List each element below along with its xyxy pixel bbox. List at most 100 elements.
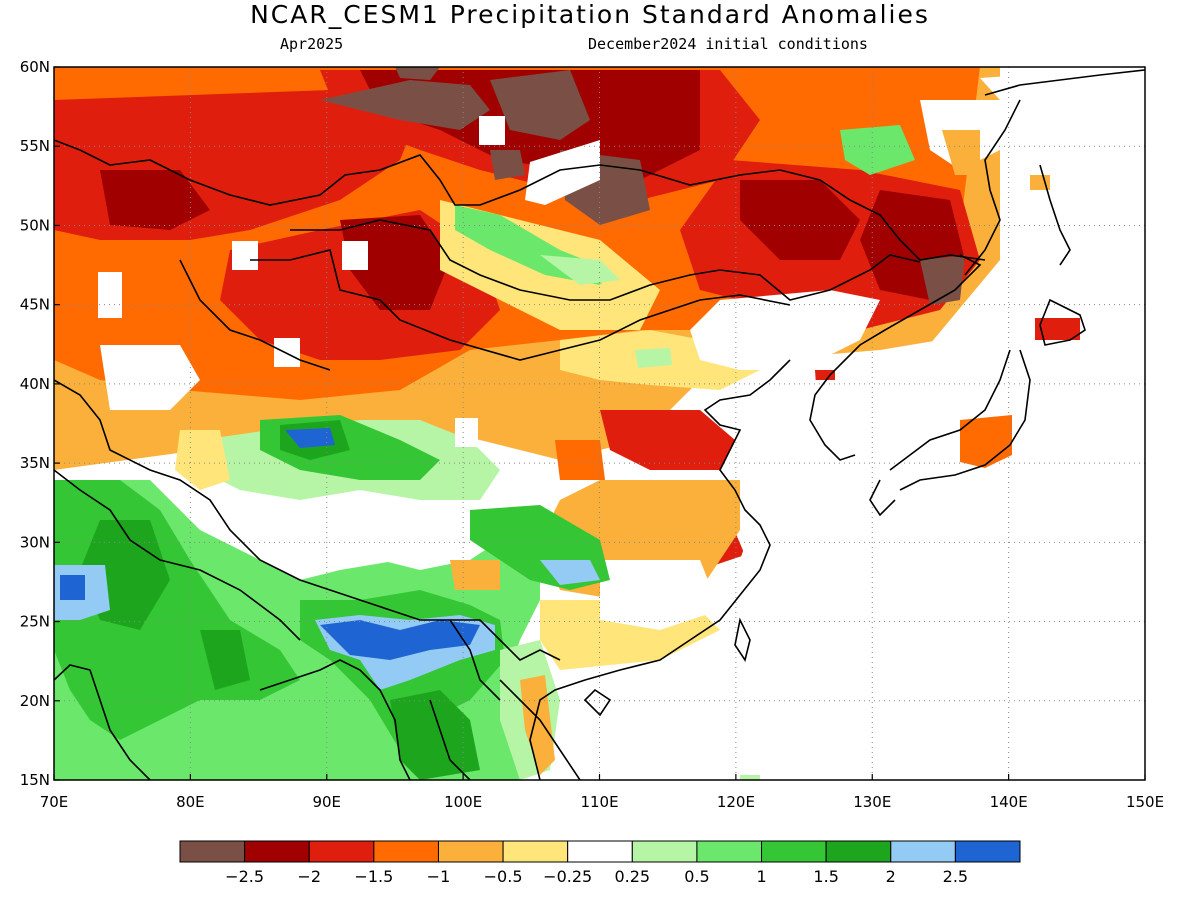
colorbar-swatch xyxy=(954,840,1021,863)
coast-hainan xyxy=(583,688,612,717)
field-pos-2-myanmar xyxy=(390,690,480,780)
field-pos-above-25-pakistan xyxy=(60,575,85,600)
latitude-labels: 15N 20N 25N 30N 35N 40N 45N 50N 55N 60N xyxy=(20,58,50,789)
lat-label: 50N xyxy=(20,216,50,234)
lat-label: 30N xyxy=(20,533,50,551)
mask-cell-6 xyxy=(455,418,478,447)
field-pos-above-25-myanmar xyxy=(320,620,480,660)
colorbar-swatch xyxy=(244,840,310,863)
colorbar-swatch xyxy=(308,840,375,863)
border-laos xyxy=(449,619,501,701)
field-pos-2-india-2 xyxy=(200,630,250,690)
coast-honshu-east xyxy=(899,349,1031,491)
lat-label: 55N xyxy=(20,137,50,155)
coast-hokkaido xyxy=(1039,298,1086,346)
colorbar-label: 0.5 xyxy=(684,867,709,886)
field-neg-25-f xyxy=(395,67,440,80)
field-neg-2-west xyxy=(100,170,210,230)
colorbar-swatch xyxy=(437,840,504,863)
coast-bay-of-bengal xyxy=(259,659,411,780)
field-pos-05-edge xyxy=(740,775,760,780)
colorbar-swatch xyxy=(761,840,827,863)
longitude-labels: 70E 80E 90E 100E 110E 120E 130E 140E 150E xyxy=(40,793,1164,811)
colorbar-swatch xyxy=(631,840,698,863)
colorbar-label: 1.5 xyxy=(813,867,838,886)
coast-taiwan xyxy=(734,617,751,662)
border-india-north xyxy=(54,469,301,641)
lon-label: 120E xyxy=(717,793,755,811)
colorbar-label: 2 xyxy=(886,867,896,886)
map-title: NCAR_CESM1 Precipitation Standard Anomal… xyxy=(250,0,930,29)
field-neg-1-sichuan xyxy=(555,440,605,480)
field-neg-15-hokkaido-2 xyxy=(1035,318,1080,340)
colorbar-label: −1.5 xyxy=(354,867,393,886)
colorbar-label: −0.5 xyxy=(484,867,523,886)
colorbar-swatch xyxy=(373,840,439,863)
colorbar-label: −2 xyxy=(297,867,321,886)
field-pos-above-25-tibet xyxy=(285,428,335,448)
field-neg-25-d xyxy=(490,150,525,180)
colorbar-swatch xyxy=(567,840,633,863)
coast-okhotsk xyxy=(984,69,1145,96)
field-neg-15-east-china xyxy=(600,410,735,470)
mask-cell-1 xyxy=(98,272,122,318)
colorbar-label: −0.25 xyxy=(543,867,592,886)
border-kazakhstan xyxy=(179,259,331,371)
lat-label: 60N xyxy=(20,58,50,76)
init-conditions-label: December2024 initial conditions xyxy=(588,35,868,53)
colorbar-label: 1 xyxy=(756,867,766,886)
lat-label: 25N xyxy=(20,613,50,631)
colorbar-swatch xyxy=(890,840,956,863)
coast-india-west xyxy=(54,664,151,780)
field-pos-05-small xyxy=(635,348,672,368)
colorbar-label: −2.5 xyxy=(225,867,264,886)
colorbar xyxy=(179,840,1021,863)
border-north-russia xyxy=(54,139,986,261)
border-china-north xyxy=(250,249,791,361)
field-neg-25-b xyxy=(490,70,590,140)
mask-cell-5 xyxy=(479,116,505,145)
field-zero-bohai xyxy=(690,290,880,370)
lon-label: 110E xyxy=(580,793,618,811)
lat-label: 45N xyxy=(20,296,50,314)
border-mongolia xyxy=(290,219,921,301)
field-neg-05-yunnan xyxy=(450,560,500,590)
field-zero-west xyxy=(100,345,200,410)
field-pos-1-far-east xyxy=(840,125,915,175)
colorbar-labels: −2.5 −2 −1.5 −1 −0.5 −0.25 0.25 0.5 1 1.5 2 2.5 xyxy=(225,867,968,886)
field-neg-05-sakhalin xyxy=(942,130,980,175)
lat-label: 20N xyxy=(20,692,50,710)
colorbar-label: 2.5 xyxy=(943,867,968,886)
field-neg-25-a xyxy=(320,80,490,130)
coastline-layer xyxy=(54,69,1145,780)
lon-label: 150E xyxy=(1126,793,1164,811)
mask-ocean-east xyxy=(740,100,1145,780)
colorbar-swatch xyxy=(696,840,763,863)
colorbar-swatch xyxy=(179,840,246,863)
mask-cell-3 xyxy=(342,241,368,270)
lon-label: 80E xyxy=(176,793,205,811)
lon-label: 100E xyxy=(444,793,482,811)
coast-china-east xyxy=(529,359,791,780)
coast-honshu-west xyxy=(889,349,1011,471)
mask-cell-baikal xyxy=(525,140,600,205)
coast-kyushu xyxy=(869,479,896,517)
coast-myanmar xyxy=(429,699,471,780)
field-neg-2-center xyxy=(340,215,450,310)
coast-vietnam xyxy=(499,679,581,780)
mask-cell-4 xyxy=(274,338,300,367)
field-neg-05-coast xyxy=(1030,175,1050,190)
coast-sakhalin xyxy=(1039,164,1071,266)
field-neg-2-ne1 xyxy=(740,180,860,260)
anomaly-field-layer xyxy=(54,67,1145,780)
lon-label: 70E xyxy=(40,793,69,811)
lat-label: 40N xyxy=(20,375,50,393)
border-himalaya xyxy=(54,379,561,661)
target-month-label: Apr2025 xyxy=(280,35,344,53)
field-neg-025-kashmir xyxy=(175,430,230,490)
colorbar-swatch xyxy=(502,840,569,863)
axis-ticks xyxy=(53,66,1146,781)
field-pos-25-sichuan xyxy=(540,560,600,585)
mask-cell-2 xyxy=(232,241,258,270)
